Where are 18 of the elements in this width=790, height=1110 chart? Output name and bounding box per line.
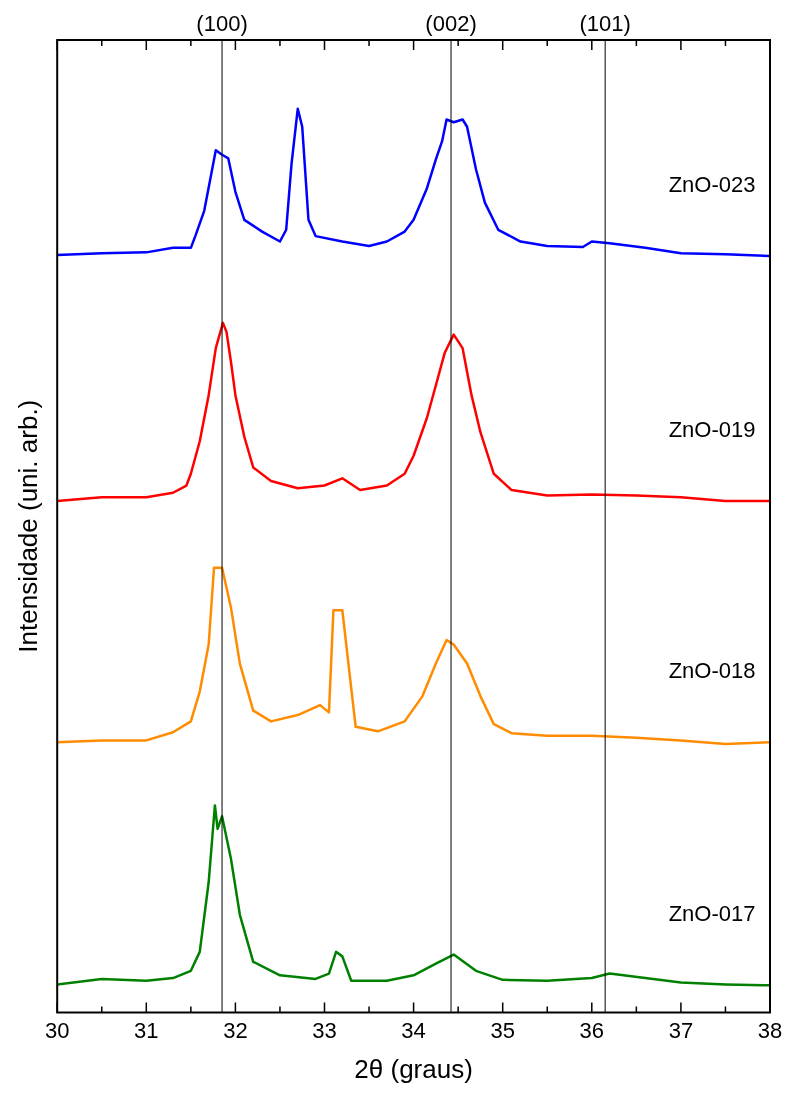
- text: (101): [579, 11, 631, 37]
- text: ZnO-019: [668, 416, 756, 442]
- text: (002): [425, 11, 477, 37]
- x-axis-title: 2θ (graus): [354, 1053, 473, 1084]
- text: ZnO-018: [668, 658, 756, 684]
- x-tick-label: 33: [312, 1017, 337, 1043]
- text: ZnO-017: [668, 901, 756, 927]
- y-axis-title: Intensidade (uni. arb.): [12, 399, 43, 653]
- x-tick-label: 36: [579, 1017, 605, 1043]
- x-tick-label: 31: [134, 1017, 159, 1043]
- x-tick-label: 32: [223, 1017, 248, 1043]
- text: ZnO-023: [668, 172, 756, 198]
- x-tick-label: 30: [44, 1017, 70, 1043]
- x-tick-label: 35: [490, 1017, 515, 1043]
- x-tick-label: 37: [668, 1017, 694, 1043]
- x-tick-label: 38: [757, 1017, 783, 1043]
- text: (100): [196, 11, 248, 37]
- x-tick-label: 34: [401, 1017, 426, 1043]
